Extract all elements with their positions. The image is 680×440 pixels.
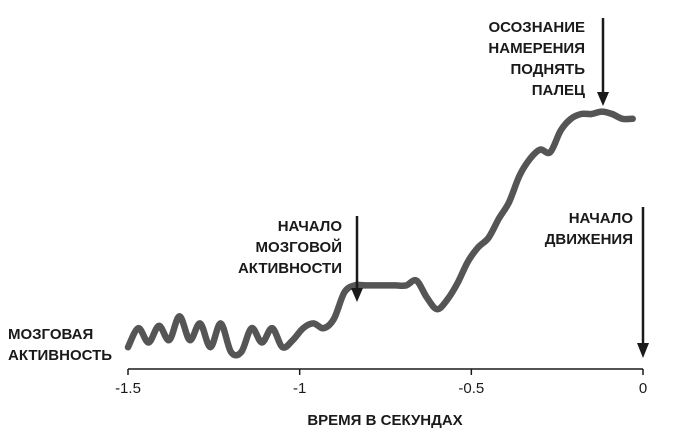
annotation-activity-start-line-3: АКТИВНОСТИ [238, 260, 342, 277]
annotation-awareness-line-2: НАМЕРЕНИЯ [488, 40, 585, 57]
x-tick-label: -1.5 [115, 380, 141, 397]
annotation-activity-start-arrow [351, 216, 363, 302]
annotation-activity-start-line-1: НАЧАЛО [278, 218, 343, 235]
annotation-movement-start-line-2: ДВИЖЕНИЯ [545, 231, 633, 248]
annotation-activity-start-line-2: МОЗГОВОЙ [256, 238, 342, 256]
annotation-awareness-line-4: ПАЛЕЦ [532, 82, 585, 99]
x-axis-ticks: -1.5 -1 -0.5 0 [115, 369, 647, 397]
annotation-movement-start-line-1: НАЧАЛО [569, 210, 634, 227]
annotation-movement-start-arrow [637, 207, 649, 358]
x-tick-label: -0.5 [458, 380, 484, 397]
annotation-awareness-arrow [597, 18, 609, 106]
x-axis-label: ВРЕМЯ В СЕКУНДАХ [307, 412, 462, 429]
x-tick-label: -1 [293, 380, 306, 397]
series-line [124, 108, 636, 359]
x-tick-label: 0 [639, 380, 647, 397]
annotation-awareness-line-1: ОСОЗНАНИЕ [489, 19, 585, 36]
y-axis-label-line-1: МОЗГОВАЯ [8, 326, 93, 343]
y-axis-label-line-2: АКТИВНОСТЬ [8, 347, 112, 364]
annotation-awareness-line-3: ПОДНЯТЬ [511, 61, 586, 78]
